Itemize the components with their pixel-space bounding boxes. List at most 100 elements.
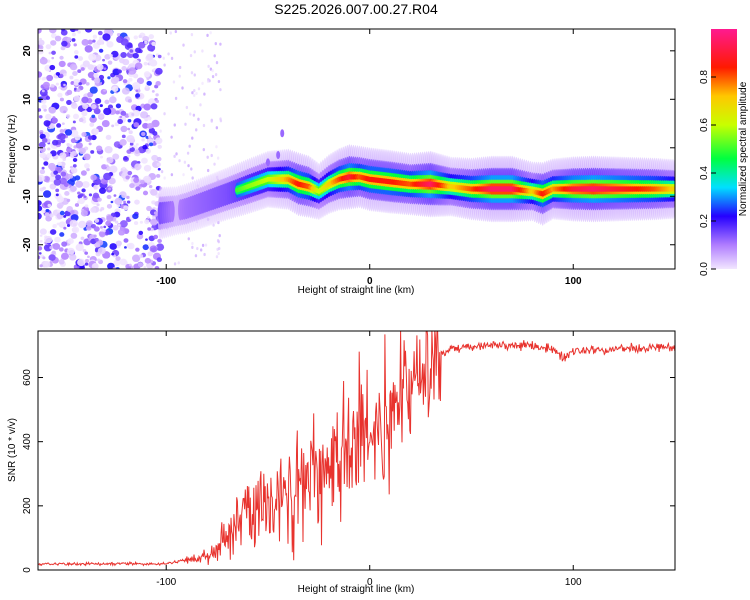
spectrogram-noise-blob (71, 150, 77, 157)
spectrogram-noise-blob (84, 258, 90, 263)
spectrogram-noise-blob (146, 123, 154, 129)
spectrogram-noise-blob (87, 135, 93, 140)
spectrogram-noise-blob (103, 172, 112, 181)
spectrogram-noise-blob (43, 108, 47, 112)
spectrogram-noise-blob (45, 96, 51, 100)
spectrogram-noise-blob (71, 32, 76, 37)
spectrogram-noise-blob (93, 184, 99, 190)
spectrogram-noise-blob (197, 117, 200, 121)
spectrogram-noise-blob (127, 170, 133, 176)
spectrogram-noise-blob (114, 197, 123, 205)
spectrogram-noise-blob (69, 29, 77, 33)
spectrogram-noise-blob (99, 104, 103, 108)
spectrogram-noise-blob (73, 95, 81, 102)
spectrogram-noise-blob (122, 58, 130, 66)
spectrogram-noise-blob (199, 103, 202, 107)
spectrogram-noise-blob (87, 39, 93, 45)
spectrogram-noise-blob (104, 99, 110, 105)
spectrogram-noise-blob (117, 118, 124, 125)
spectrogram-noise-blob (213, 54, 216, 58)
spectrogram-noise-blob (59, 232, 65, 237)
x-tick-label: -100 (156, 276, 176, 287)
spectrogram-noise-blob (155, 137, 163, 145)
spectrogram-noise-blob (175, 152, 178, 156)
spectrogram-noise-blob (129, 147, 135, 153)
spectrogram-noise-blob (112, 225, 119, 231)
spectrogram-noise-blob (133, 221, 139, 225)
spectrogram-noise-blob (174, 96, 178, 100)
spectrogram-noise-blob (120, 125, 128, 133)
spectrogram-noise-blob (116, 36, 124, 43)
spectrogram-noise-blob (84, 45, 93, 53)
spectrogram-noise-blob (142, 35, 150, 43)
spectrogram-noise-blob (51, 139, 59, 146)
spectrogram-noise-blob (199, 248, 203, 252)
spectrogram-streak (265, 158, 270, 167)
spectrogram-noise-blob (93, 77, 101, 84)
spectrogram-noise-blob (189, 53, 193, 58)
spectrogram-noise-blob (39, 239, 43, 243)
spectrogram-noise-blob (105, 164, 109, 168)
spectrogram-noise-blob (38, 212, 42, 220)
spectrogram-noise-blob (151, 41, 157, 47)
spectrogram-noise-blob (39, 45, 44, 50)
spectrogram-noise-blob (139, 179, 145, 185)
spectrogram-noise-blob (45, 44, 52, 50)
spectrogram-noise-blob (59, 210, 65, 216)
spectrogram-noise-blob (119, 138, 127, 146)
spectrogram-noise-blob (77, 56, 84, 61)
spectrogram-noise-blob (178, 159, 181, 163)
spectrogram-noise-blob (49, 123, 56, 129)
spectrogram-noise-blob (92, 34, 98, 39)
spectrogram-noise-blob (90, 174, 97, 181)
spectrogram-noise-blob (80, 265, 85, 269)
spectrogram-noise-blob (79, 193, 84, 197)
spectrogram-noise-blob (85, 82, 90, 86)
spectrogram-noise-blob (78, 220, 87, 229)
spectrogram-noise-blob (45, 208, 50, 213)
spectrogram-x-axis-label: Height of straight line (km) (298, 285, 415, 296)
spectrogram-noise-blob (86, 220, 93, 227)
spectrogram-noise-blob (195, 91, 198, 96)
spectrogram-ridge-cell (672, 186, 675, 192)
spectrogram-noise-blob (53, 178, 62, 186)
spectrogram-noise-blob (190, 71, 194, 75)
spectrogram-noise-blob (214, 73, 218, 77)
spectrogram-noise-blob (61, 40, 68, 47)
spectrogram-noise-blob (178, 74, 181, 78)
spectrogram-noise-blob (94, 98, 102, 104)
spectrogram-noise-blob (56, 123, 62, 128)
spectrogram-noise-blob (43, 260, 51, 268)
spectrogram-noise-blob (160, 170, 164, 174)
spectrogram-noise-blob (52, 224, 57, 229)
spectrogram-noise-blob (70, 214, 79, 222)
spectrogram-noise-blob (150, 103, 158, 110)
spectrogram-noise-blob (138, 34, 142, 39)
spectrogram-noise-blob (173, 262, 177, 266)
spectrogram-noise-blob (38, 255, 41, 260)
spectrogram-noise-blob (99, 155, 104, 159)
spectrogram-noise-blob (52, 242, 61, 250)
spectrogram-noise-blob (191, 136, 194, 140)
spectrogram-noise-blob (74, 29, 79, 32)
spectrogram-noise-blob (77, 197, 85, 205)
spectrogram-noise-blob (123, 155, 128, 161)
spectrogram-noise-blob (134, 199, 140, 205)
spectrogram-noise-blob (136, 77, 145, 85)
spectrogram-noise-blob (215, 145, 218, 149)
spectrogram-noise-blob (69, 165, 73, 169)
spectrogram-frame (37, 28, 676, 270)
spectrogram-noise-blob (98, 48, 104, 53)
spectrogram-noise-blob (109, 165, 118, 174)
spectrogram-noise-blob (191, 245, 194, 249)
snr-y-axis-label: SNR (10 * v/v) (7, 418, 18, 482)
spectrogram-noise-blob (119, 115, 123, 119)
spectrogram-noise-blob (206, 79, 210, 83)
y-tick-label: -20 (22, 237, 33, 252)
spectrogram-noise-blob (66, 99, 72, 106)
spectrogram-noise-blob (74, 175, 81, 181)
spectrogram-noise-blob (143, 164, 152, 172)
spectrogram-noise-blob (133, 122, 140, 128)
spectrogram-noise-blob (109, 54, 113, 58)
spectrogram-noise-blob (88, 193, 93, 197)
